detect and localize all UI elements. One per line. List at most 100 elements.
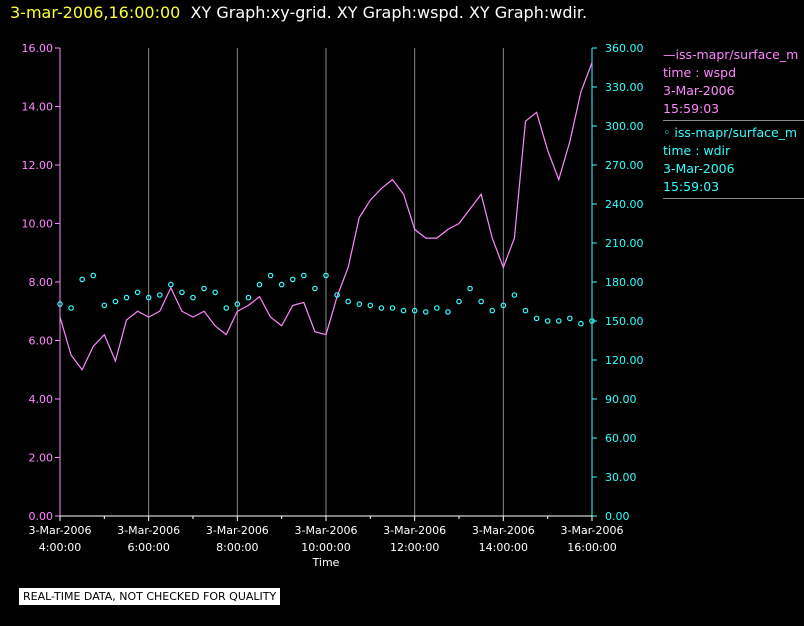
x-tick-date-label: 3-Mar-2006 — [561, 524, 624, 537]
wdir-point — [256, 281, 263, 288]
x-tick-date-label: 3-Mar-2006 — [383, 524, 446, 537]
wdir-point — [245, 294, 252, 301]
wdir-point — [79, 276, 85, 283]
legend-entry-line: 3-Mar-2006 — [663, 83, 735, 98]
wdir-point — [533, 315, 540, 322]
x-tick-date-label: 3-Mar-2006 — [206, 524, 269, 537]
wdir-point — [156, 292, 163, 298]
right-y-tick-label: 0.00 — [605, 510, 630, 523]
wdir-point — [345, 298, 351, 305]
legend-entry-line: 15:59:03 — [663, 179, 720, 194]
wdir-point — [544, 318, 551, 324]
wspd-series-line — [59, 62, 593, 371]
wdir-point — [145, 294, 152, 301]
legend-separator — [663, 198, 804, 199]
wdir-point — [301, 272, 307, 279]
wdir-point — [112, 298, 119, 305]
right-y-tick-label: 210.00 — [605, 237, 644, 250]
left-y-tick-label: 12.00 — [22, 159, 54, 172]
left-y-tick-label: 16.00 — [22, 42, 54, 55]
x-tick-date-label: 3-Mar-2006 — [295, 524, 358, 537]
wdir-point — [389, 305, 396, 311]
x-tick-time-label: 16:00:00 — [567, 541, 616, 554]
wdir-point — [367, 302, 374, 309]
wdir-point — [434, 305, 440, 311]
left-y-tick-label: 10.00 — [22, 218, 54, 231]
wdir-point — [278, 281, 285, 288]
left-y-tick-label: 0.00 — [29, 510, 54, 523]
x-tick-time-label: 12:00:00 — [390, 541, 439, 554]
wdir-point — [578, 320, 584, 327]
wdir-point — [567, 315, 573, 322]
wdir-point — [190, 294, 196, 301]
wdir-point — [234, 301, 241, 307]
wdir-point — [467, 285, 473, 292]
wdir-point — [101, 302, 108, 309]
right-y-tick-label: 150.00 — [605, 315, 644, 328]
right-y-tick-label: 240.00 — [605, 198, 644, 211]
left-y-tick-label: 4.00 — [29, 393, 54, 406]
x-tick-date-label: 3-Mar-2006 — [472, 524, 535, 537]
right-y-tick-label: 60.00 — [605, 432, 637, 445]
x-axis-title: Time — [312, 556, 340, 569]
wdir-point — [422, 309, 429, 315]
wdir-point — [500, 302, 507, 309]
wdir-point — [411, 307, 418, 314]
wdir-point — [456, 298, 462, 305]
legend-entry-line: time : wdir — [663, 143, 731, 158]
wdir-point — [168, 281, 174, 288]
wdir-point — [201, 285, 207, 292]
graph-title: XY Graph:xy-grid. XY Graph:wspd. XY Grap… — [190, 3, 588, 22]
wdir-point — [57, 301, 63, 307]
wdir-point — [90, 272, 97, 279]
wdir-point — [589, 318, 595, 324]
left-y-tick-label: 6.00 — [29, 335, 54, 348]
wdir-point — [123, 294, 130, 301]
wdir-point — [289, 276, 296, 283]
left-y-tick-label: 8.00 — [29, 276, 54, 289]
x-tick-time-label: 8:00:00 — [216, 541, 258, 554]
left-y-tick-label: 14.00 — [22, 101, 54, 114]
wdir-point — [223, 305, 230, 311]
disclaimer-label: REAL-TIME DATA, NOT CHECKED FOR QUALITY — [19, 588, 281, 605]
legend-entry-line: 15:59:03 — [663, 101, 720, 116]
legend-separator — [663, 120, 804, 121]
legend-entry-line: 3-Mar-2006 — [663, 161, 735, 176]
wdir-point — [134, 289, 141, 296]
right-y-tick-label: 360.00 — [605, 42, 644, 55]
wdir-point — [511, 292, 518, 298]
graph-timestamp: 3-mar-2006,16:00:00 — [10, 3, 181, 22]
legend-entry-line: —iss-mapr/surface_m — [663, 47, 799, 62]
wdir-point — [555, 318, 562, 324]
wdir-point — [400, 307, 407, 314]
wdir-point — [323, 272, 329, 279]
x-tick-time-label: 10:00:00 — [301, 541, 350, 554]
x-tick-time-label: 14:00:00 — [479, 541, 528, 554]
right-y-tick-label: 300.00 — [605, 120, 644, 133]
wdir-point — [267, 272, 274, 279]
legend-entry-line: ◦ iss-mapr/surface_m — [663, 125, 798, 140]
wdir-point — [356, 301, 363, 307]
x-tick-time-label: 4:00:00 — [39, 541, 81, 554]
wdir-point — [478, 298, 484, 305]
wdir-point — [378, 305, 385, 311]
left-y-tick-label: 2.00 — [29, 452, 54, 465]
legend-entry-line: time : wspd — [663, 65, 737, 80]
wdir-point — [522, 307, 529, 314]
wdir-point — [312, 285, 318, 292]
right-y-tick-label: 30.00 — [605, 471, 637, 484]
wdir-point — [212, 289, 218, 296]
wdir-point — [68, 305, 74, 311]
right-y-tick-label: 180.00 — [605, 276, 644, 289]
x-tick-time-label: 6:00:00 — [127, 541, 169, 554]
wdir-point — [445, 309, 451, 315]
right-y-tick-label: 120.00 — [605, 354, 644, 367]
wdir-point — [489, 307, 496, 314]
wdir-point — [334, 292, 340, 298]
x-tick-date-label: 3-Mar-2006 — [117, 524, 180, 537]
right-y-tick-label: 90.00 — [605, 393, 637, 406]
